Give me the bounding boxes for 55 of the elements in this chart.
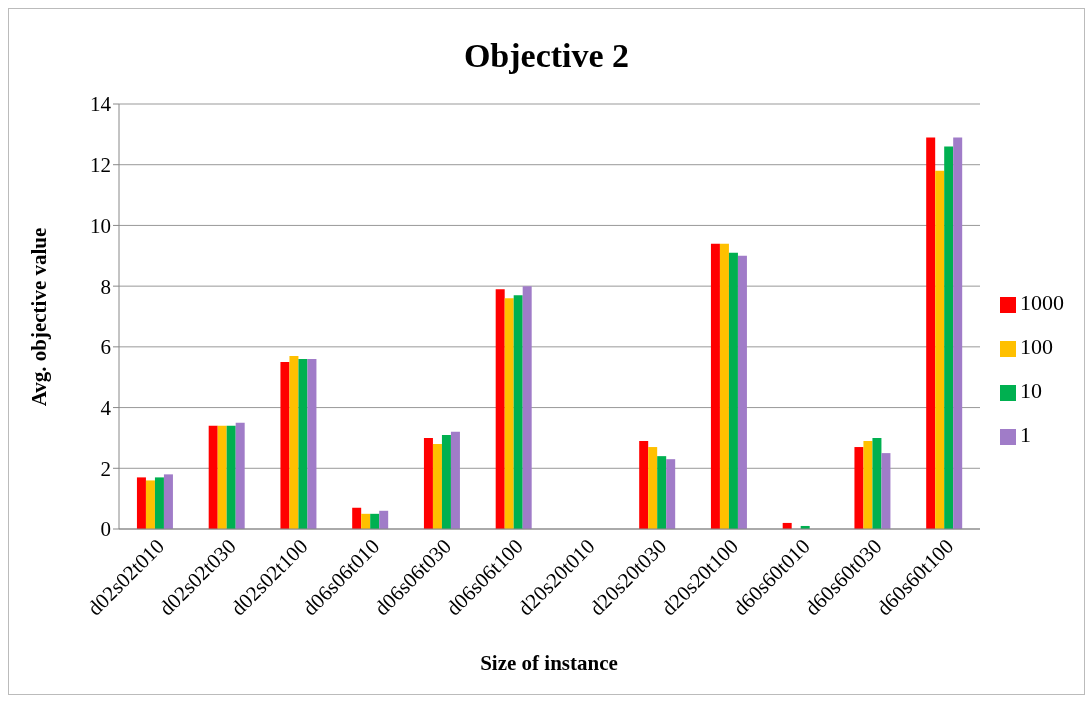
bar — [163, 474, 173, 529]
bar — [854, 447, 864, 529]
bar — [432, 444, 442, 529]
bar — [953, 137, 963, 529]
bar — [136, 477, 146, 529]
y-tick-label: 6 — [100, 335, 111, 360]
bar — [352, 507, 362, 529]
y-tick-label: 2 — [100, 456, 111, 481]
bar — [513, 295, 523, 529]
bar — [657, 456, 667, 529]
bar — [145, 480, 155, 529]
y-tick-label: 12 — [90, 153, 111, 178]
legend-label: 1000 — [1020, 290, 1064, 315]
bar — [926, 137, 936, 529]
bar — [719, 243, 729, 529]
legend-label: 10 — [1020, 378, 1042, 403]
chart-title: Objective 2 — [462, 37, 631, 75]
bar — [504, 298, 514, 529]
bar — [226, 425, 236, 529]
legend-label: 100 — [1020, 334, 1053, 359]
bar — [441, 434, 451, 529]
bar — [935, 170, 945, 529]
bar — [423, 437, 433, 529]
y-tick-label: 10 — [90, 213, 111, 238]
bar — [289, 355, 299, 529]
bar — [361, 513, 371, 529]
legend-label: 1 — [1020, 422, 1031, 447]
bar — [235, 422, 245, 529]
bar — [863, 440, 873, 529]
bar — [370, 513, 380, 529]
bar — [208, 425, 218, 529]
y-tick-label: 0 — [100, 517, 111, 542]
bar — [154, 477, 164, 529]
y-tick-label: 4 — [100, 396, 112, 421]
y-axis-title: Avg. objective value — [26, 227, 52, 407]
bar — [728, 252, 738, 529]
y-tick-label: 8 — [100, 274, 111, 299]
bar — [522, 286, 532, 529]
x-axis-title: Size of instance — [479, 651, 619, 676]
bar — [298, 359, 308, 529]
bar — [495, 289, 505, 529]
bar — [872, 437, 882, 529]
bar — [710, 243, 720, 529]
bar — [307, 359, 317, 529]
bar — [666, 459, 676, 529]
bar — [280, 362, 290, 529]
bar — [944, 146, 954, 529]
y-tick-label: 14 — [90, 92, 112, 117]
bar — [450, 431, 460, 529]
bar — [379, 510, 389, 529]
bar — [639, 440, 649, 529]
bar — [737, 255, 747, 529]
bar — [648, 447, 658, 529]
bar — [881, 453, 891, 529]
bar — [217, 425, 227, 529]
